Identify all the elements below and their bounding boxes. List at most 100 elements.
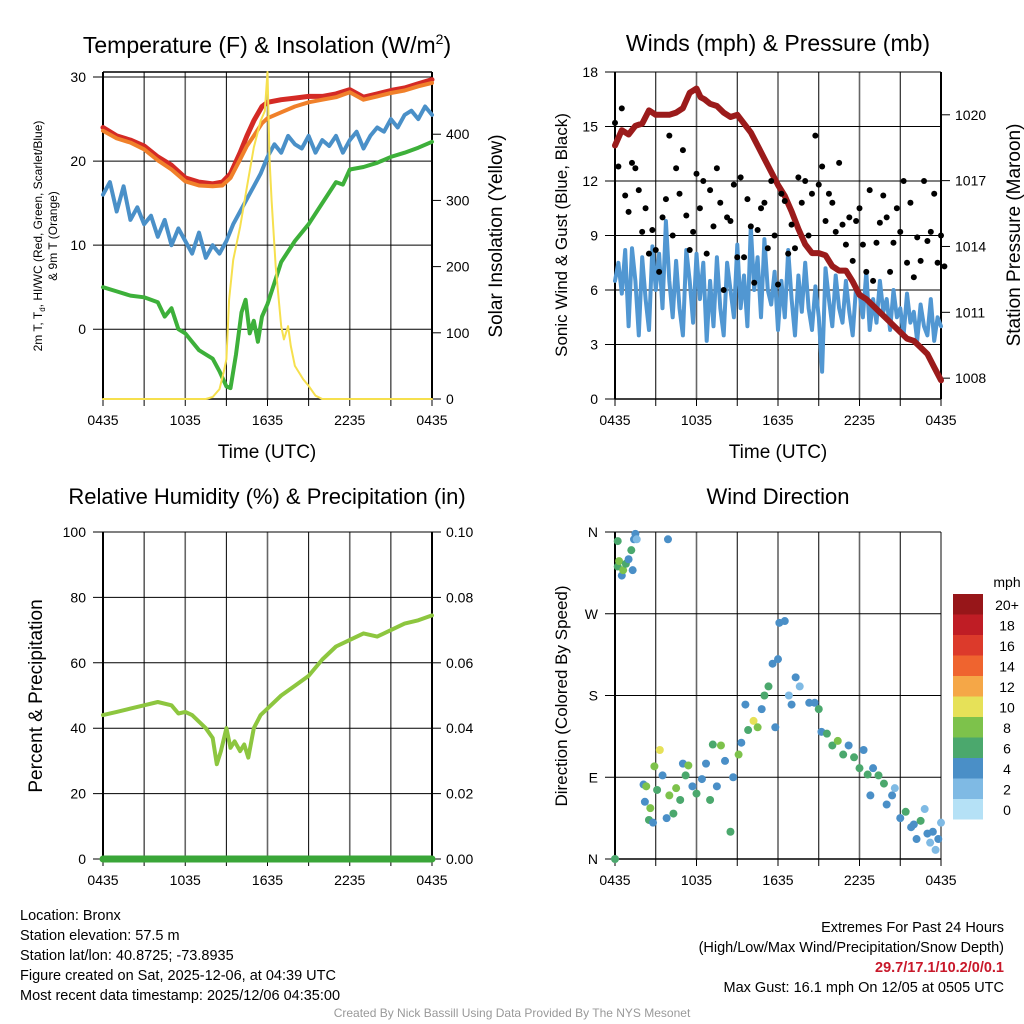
legend-swatch: [953, 758, 983, 779]
gust-point: [628, 159, 635, 166]
y-tick-label: 100: [63, 524, 87, 540]
gust-point: [741, 254, 748, 261]
wind-direction-point: [729, 773, 738, 782]
gust-point: [686, 247, 693, 254]
gust-point: [791, 245, 798, 252]
legend-label: 20+: [995, 597, 1019, 613]
wind-direction-point: [627, 546, 636, 555]
wind-direction-point: [833, 736, 842, 745]
wind-direction-point: [810, 698, 819, 707]
wind-direction-point: [640, 797, 649, 806]
y2-tick-label: 0.08: [446, 589, 473, 605]
legend-swatch: [953, 778, 983, 799]
gust-point: [625, 208, 632, 215]
gust-point: [829, 199, 836, 206]
x-tick-label: 1635: [252, 412, 283, 428]
gust-point: [866, 187, 873, 194]
legend-label: 18: [999, 618, 1015, 634]
gust-point: [710, 223, 717, 230]
extremes-info: Extremes For Past 24 Hours (High/Low/Max…: [699, 918, 1004, 998]
y-tick-label: 6: [590, 282, 598, 298]
legend-swatch: [953, 655, 983, 676]
gust-point: [700, 178, 707, 184]
wind-direction-point: [855, 764, 864, 773]
x-tick-label: 0435: [599, 872, 630, 888]
wind-direction-point: [795, 682, 804, 691]
gust-point: [849, 257, 856, 264]
gust-point: [931, 190, 938, 197]
wind-direction-point: [828, 741, 837, 750]
station-info: Location: Bronx Station elevation: 57.5 …: [20, 906, 340, 1006]
y-tick-label: 10: [70, 237, 86, 253]
latlon-text: Station lat/lon: 40.8725; -73.8935: [20, 948, 234, 964]
y2-tick-label: 300: [446, 192, 470, 208]
y-tick-label: N: [588, 851, 598, 867]
temp-ylabel-line1: 2m T, Td, HI/WC (Red, Green, Scarlet/Blu…: [31, 121, 47, 352]
gust-point: [612, 119, 618, 126]
legend-label: 16: [999, 638, 1015, 654]
gust-point: [887, 268, 894, 275]
gust-point: [812, 132, 819, 139]
y2-tick-label: 0.10: [446, 524, 473, 540]
elevation-text: Station elevation: 57.5 m: [20, 928, 180, 944]
gust-point: [690, 228, 697, 235]
wind-direction-point: [771, 723, 780, 732]
gust-point: [669, 232, 676, 239]
gust-point: [832, 228, 839, 235]
y-tick-label: 12: [582, 173, 598, 189]
gust-point: [873, 239, 880, 246]
wind-direction-point: [890, 784, 899, 793]
gust-point: [815, 181, 822, 188]
legend-label: 0: [1003, 802, 1011, 818]
gust-point: [859, 241, 866, 248]
wind-direction-point: [706, 795, 715, 804]
gust-point: [758, 205, 765, 212]
winds-ylabel: Sonic Wind & Gust (Blue, Black): [552, 113, 571, 357]
legend-label: 2: [1003, 782, 1011, 798]
y2-tick-label: 0.06: [446, 655, 473, 671]
wind-direction-point: [850, 753, 859, 762]
gust-point: [730, 181, 737, 188]
series-sonic-wind: [613, 219, 943, 374]
gust-point: [720, 287, 727, 293]
gust-point: [921, 178, 928, 184]
wind-direction-point: [665, 791, 674, 800]
wind-direction-point: [937, 818, 945, 827]
wdir-ylabel: Direction (Colored By Speed): [552, 585, 571, 806]
gust-point: [893, 205, 900, 212]
extremes-values: 29.7/17.1/10.2/0/0.1: [875, 960, 1004, 976]
legend-swatch: [953, 635, 983, 656]
wind-direction-point: [624, 555, 633, 564]
gust-point: [635, 187, 642, 194]
extremes-subtitle: (High/Low/Max Wind/Precipitation/Snow De…: [698, 940, 1004, 956]
gust-point: [788, 221, 795, 228]
legend-swatch: [953, 614, 983, 635]
wind-direction-point: [684, 761, 693, 770]
gust-point: [751, 279, 758, 286]
gust-point: [904, 259, 911, 266]
gust-point: [890, 239, 897, 246]
gust-point: [642, 205, 649, 212]
x-tick-label: 0435: [599, 412, 630, 428]
wind-direction-point: [749, 716, 758, 725]
wind-direction-point: [672, 784, 681, 793]
gust-point: [924, 237, 931, 244]
gust-point: [734, 254, 741, 261]
wind-direction-point: [934, 835, 943, 844]
x-tick-label: 0435: [925, 872, 956, 888]
wind-direction-point: [839, 750, 848, 759]
gust-point: [747, 223, 754, 230]
wind-direction-point: [697, 775, 706, 784]
gust-point: [618, 105, 625, 112]
x-tick-label: 0435: [416, 412, 447, 428]
gust-point: [676, 190, 683, 197]
gust-point: [703, 250, 710, 257]
wind-direction-point: [688, 782, 697, 791]
gust-point: [673, 165, 680, 172]
gust-point: [825, 190, 832, 197]
gust-point: [727, 217, 734, 224]
gust-point: [754, 227, 761, 234]
gust-point: [938, 232, 944, 239]
wind-direction-point: [882, 800, 891, 809]
